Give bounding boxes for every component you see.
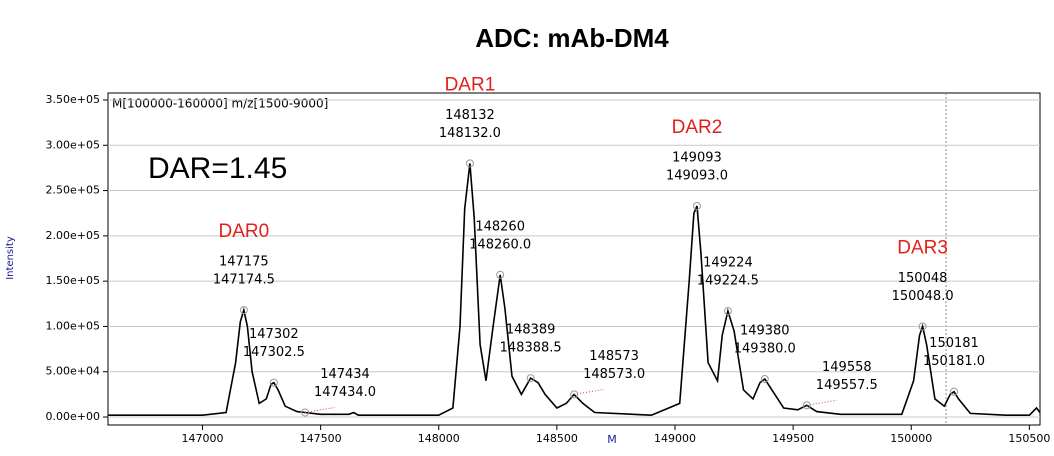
label-leader xyxy=(574,388,605,395)
peak-label: 150048 xyxy=(898,271,948,286)
peak-exact-label: 150048.0 xyxy=(892,289,954,304)
peak-marker xyxy=(301,408,310,417)
peak-marker xyxy=(802,401,811,410)
peak-label: 149558 xyxy=(822,360,872,375)
peak-label: 147175 xyxy=(219,255,269,270)
peak-exact-label: 149380.0 xyxy=(734,341,796,356)
y-axis-label: Intensity xyxy=(5,236,16,280)
y-tick-label: 5.00e+04 xyxy=(46,365,100,378)
x-tick-label: 149500 xyxy=(772,432,814,445)
peak-exact-label: 149557.5 xyxy=(816,378,878,393)
peak-marker xyxy=(570,390,579,399)
chart-title: ADC: mAb-DM4 xyxy=(475,23,669,53)
peak-marker xyxy=(465,159,474,168)
range-label: M[100000-160000] m/z[1500-9000] xyxy=(112,97,328,111)
peak-marker xyxy=(918,322,927,331)
label-leader xyxy=(304,407,336,413)
peak-exact-label: 149224.5 xyxy=(697,274,759,289)
peak-label: 148132 xyxy=(445,108,495,123)
y-tick-label: 3.50e+05 xyxy=(46,93,100,106)
peak-exact-label: 147302.5 xyxy=(243,345,305,360)
spectrum-line xyxy=(108,163,1041,417)
x-tick-label: 150000 xyxy=(890,432,932,445)
peak-marker xyxy=(526,374,535,383)
peak-exact-label: 147174.5 xyxy=(213,273,275,288)
dar-label: DAR2 xyxy=(672,117,723,138)
dar-note: DAR=1.45 xyxy=(148,152,287,185)
peak-label: 147434 xyxy=(320,367,370,382)
peak-marker xyxy=(692,201,701,210)
dar-label: DAR0 xyxy=(218,221,269,242)
plot-frame xyxy=(107,92,1041,426)
peak-exact-label: 148260.0 xyxy=(469,237,531,252)
x-tick-label: 148500 xyxy=(536,432,578,445)
peak-exact-label: 147434.0 xyxy=(314,385,376,400)
y-tick-label: 3.00e+05 xyxy=(46,138,100,151)
y-tick-label: 0.00e+00 xyxy=(46,410,100,423)
peak-marker xyxy=(760,374,769,383)
peak-label: 149093 xyxy=(672,150,722,165)
peak-exact-label: 148388.5 xyxy=(500,341,562,356)
x-tick-label: 148000 xyxy=(418,432,460,445)
peak-marker xyxy=(723,307,732,316)
peak-exact-label: 148573.0 xyxy=(583,367,645,382)
peak-marker xyxy=(496,270,505,279)
peak-marker xyxy=(239,306,248,315)
peak-label: 149224 xyxy=(703,256,753,271)
x-tick-label: 150500 xyxy=(1008,432,1050,445)
x-tick-label: 147500 xyxy=(300,432,342,445)
x-tick-label: 147000 xyxy=(181,432,223,445)
peak-label: 150181 xyxy=(929,336,979,351)
peak-label: 148573 xyxy=(589,349,639,364)
label-leader xyxy=(806,399,837,406)
peak-label: 148260 xyxy=(475,219,525,234)
y-tick-label: 1.50e+05 xyxy=(46,274,100,287)
peak-marker xyxy=(950,387,959,396)
peak-exact-label: 148132.0 xyxy=(439,126,501,141)
peak-exact-label: 149093.0 xyxy=(666,168,728,183)
dar-label: DAR1 xyxy=(445,74,496,95)
peak-label: 147302 xyxy=(249,327,299,342)
x-axis-label: M xyxy=(607,433,617,446)
y-tick-label: 2.00e+05 xyxy=(46,229,100,242)
y-tick-label: 2.50e+05 xyxy=(46,184,100,197)
y-tick-label: 1.00e+05 xyxy=(46,319,100,332)
dar-label: DAR3 xyxy=(897,237,948,258)
x-tick-label: 149000 xyxy=(654,432,696,445)
peak-exact-label: 150181.0 xyxy=(923,354,985,369)
peak-marker xyxy=(269,378,278,387)
peak-label: 148389 xyxy=(506,323,556,338)
peak-label: 149380 xyxy=(740,323,790,338)
